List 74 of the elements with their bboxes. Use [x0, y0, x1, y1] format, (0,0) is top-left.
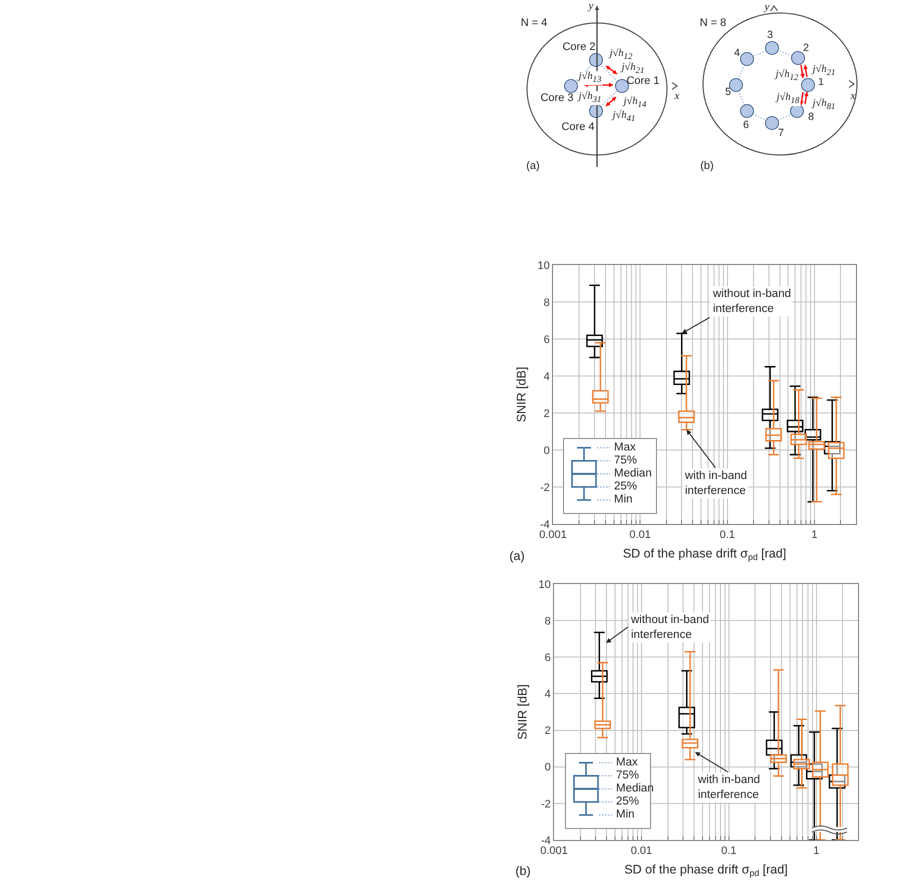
x-tick-label: 0.1 — [720, 529, 735, 542]
y-tick-label: 4 — [544, 370, 550, 383]
annotation: 25% — [616, 796, 640, 808]
x-tick-label: 0.01 — [629, 529, 651, 542]
annotation: Median — [616, 782, 654, 796]
annotation: Min — [614, 494, 633, 506]
y-tick-label: 10 — [538, 260, 550, 272]
text: x — [674, 90, 680, 102]
text: 1 — [818, 76, 824, 89]
y-tick-label: -4 — [540, 518, 550, 531]
text: j√h$_{31}$ — [578, 91, 602, 105]
text: x — [850, 90, 856, 102]
annotation: 75% — [614, 454, 638, 468]
text: (b) — [515, 864, 531, 879]
y-tick-label: -2 — [541, 798, 551, 810]
text: Core 1 — [626, 74, 660, 88]
text: 7 — [778, 127, 784, 140]
y-tick-label: 6 — [544, 334, 550, 346]
x-tick-label: 1 — [811, 529, 818, 542]
y-tick-label: 0 — [544, 762, 551, 774]
y-tick-label: 8 — [544, 296, 550, 309]
x-tick-label: 0.001 — [540, 845, 568, 858]
text: N = 8 — [700, 16, 726, 30]
text: 6 — [743, 119, 749, 132]
y-tick-label: 8 — [544, 615, 551, 628]
text: j√h$_{14}$ — [622, 96, 648, 110]
annotation: without in-band interference — [712, 288, 791, 315]
text: 3 — [767, 29, 773, 42]
y-tick-label: 2 — [544, 725, 551, 738]
x-tick-label: 1 — [813, 845, 820, 858]
x-tick-label: 0.01 — [630, 845, 652, 858]
text: j√h$_{13}$ — [578, 71, 602, 85]
annotation: Min — [616, 808, 635, 822]
y-axis-title: SNIR [dB] — [516, 684, 530, 740]
text: Core 3 — [540, 92, 574, 104]
annotation: Max — [614, 441, 636, 454]
text: 8 — [808, 111, 814, 124]
text: Core 4 — [561, 120, 595, 134]
annotation: Max — [616, 756, 638, 770]
annotation: 75% — [616, 769, 640, 782]
y-tick-label: 6 — [544, 652, 551, 664]
text: j√h$_{18}$ — [776, 92, 800, 106]
annotation: with in-band interference — [684, 470, 748, 497]
text: j√h$_{21}$ — [620, 62, 646, 76]
annotation: without in-band interference — [630, 614, 709, 641]
y-tick-label: -4 — [541, 834, 551, 847]
text: y — [588, 0, 594, 12]
annotation: with in-band interference — [697, 774, 760, 801]
x-tick-label: 0.1 — [721, 845, 737, 858]
text: (a) — [526, 160, 540, 172]
y-tick-label: 10 — [538, 578, 551, 591]
text: 2 — [803, 42, 809, 55]
annotation: Median — [614, 468, 652, 480]
text: Core 2 — [562, 40, 596, 54]
text: j√h$_{21}$ — [812, 64, 836, 78]
y-axis-title: SNIR [dB] — [514, 366, 529, 422]
y-tick-label: 2 — [544, 408, 550, 420]
annotation: 25% — [614, 480, 638, 494]
text: y — [764, 0, 770, 14]
x-axis-title: SD of the phase drift σ$_{pd}$ [rad] — [624, 862, 788, 878]
y-tick-label: 4 — [544, 688, 551, 701]
x-tick-label: 0.001 — [539, 529, 567, 542]
y-tick-label: 0 — [544, 444, 550, 457]
text: j√h$_{12}$ — [608, 48, 634, 62]
text: j√h$_{81}$ — [812, 98, 836, 112]
text: (a) — [509, 549, 525, 564]
text: (b) — [700, 160, 714, 172]
text: j√h$_{41}$ — [612, 110, 636, 124]
text: N = 4 — [520, 16, 548, 30]
y-tick-label: -2 — [540, 482, 550, 494]
text: 5 — [725, 86, 731, 99]
text: 4 — [734, 47, 740, 60]
x-axis-title: SD of the phase drift σ$_{pd}$ [rad] — [622, 546, 786, 562]
text: j√h$_{12}$ — [774, 69, 800, 83]
